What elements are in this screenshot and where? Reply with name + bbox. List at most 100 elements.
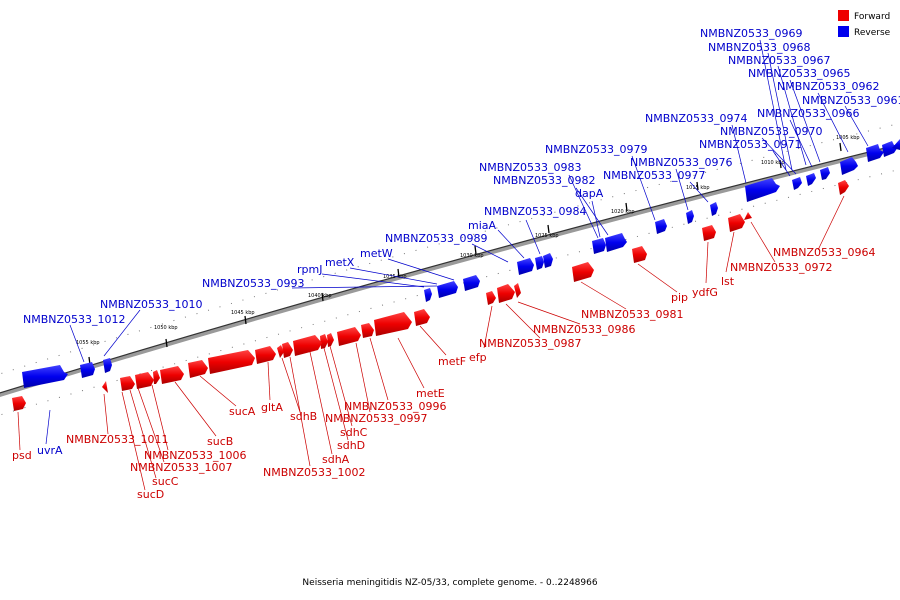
gene-reverse [820, 167, 830, 180]
gene-label: metW [360, 247, 393, 260]
gene-label: metF [438, 355, 466, 368]
forward-leaders [17, 195, 845, 491]
scale-tick [625, 202, 628, 212]
gene-forward [102, 381, 108, 393]
gene-reverse [80, 362, 95, 378]
gene-forward [414, 309, 430, 326]
gene-forward [632, 246, 647, 263]
gene-label: dapA [575, 187, 604, 200]
gene-label: psd [12, 449, 32, 462]
gene-reverse [437, 281, 458, 298]
gene-reverse [806, 173, 816, 186]
gene-reverse [840, 157, 858, 175]
gene-label: NMBNZ0533_0981 [581, 308, 684, 321]
gene-label: sdhB [290, 410, 317, 423]
gene-reverse [866, 144, 884, 162]
scale-label: 1020 kbp [611, 209, 635, 215]
gene-reverse [103, 358, 112, 373]
gene-label: NMBNZ0533_0966 [757, 107, 860, 120]
gene-reverse [535, 256, 544, 270]
gene-forward [361, 323, 374, 338]
gene-label: NMBNZ0533_0967 [728, 54, 831, 67]
gene-forward [120, 376, 135, 391]
gene-label: NMBNZ0533_1006 [144, 449, 247, 462]
gene-forward [838, 180, 849, 195]
gene-label: lst [721, 275, 735, 288]
scale-label: 1045 kbp [231, 310, 255, 316]
gene-forward [728, 214, 745, 232]
forward-genes [12, 180, 849, 411]
gene-reverse [882, 141, 898, 157]
gene-label: sucB [207, 435, 233, 448]
gene-forward [282, 342, 293, 358]
scale-label: 1055 kbp [76, 340, 100, 346]
gene-forward [514, 283, 521, 298]
gene-label: uvrA [37, 444, 63, 457]
scale-label: 1010 kbp [761, 160, 785, 166]
gene-reverse [710, 202, 718, 216]
gene-label: sucA [229, 405, 256, 418]
gene-reverse [605, 233, 627, 252]
scale-ticks: 1005 kbp 1010 kbp 1015 kbp 1020 kbp 1025… [76, 135, 860, 366]
scale-tick [397, 268, 400, 278]
gene-reverse [592, 238, 606, 254]
gene-reverse [517, 258, 534, 275]
gene-label: NMBNZ0533_0984 [484, 205, 587, 218]
gene-label: NMBNZ0533_0996 [344, 400, 447, 413]
gene-label: ydfG [692, 286, 718, 299]
gene-label: NMBNZ0533_0989 [385, 232, 488, 245]
gene-reverse [792, 177, 802, 190]
gene-label: NMBNZ0533_0983 [479, 161, 582, 174]
legend: Forward Reverse [838, 10, 891, 38]
gene-label: sdhD [337, 439, 365, 452]
gene-label: rpmJ [297, 263, 322, 276]
reverse-genes [22, 139, 900, 388]
gene-forward [160, 366, 184, 384]
gene-label: NMBNZ0533_1012 [23, 313, 126, 326]
gene-label: NMBNZ0533_0979 [545, 143, 648, 156]
gene-label: miaA [468, 219, 497, 232]
gene-label: NMBNZ0533_0964 [773, 246, 876, 259]
legend-reverse-swatch [838, 26, 849, 37]
gene-forward [135, 372, 154, 389]
gene-forward [255, 346, 276, 364]
gene-label: NMBNZ0533_0968 [708, 41, 811, 54]
gene-label: NMBNZ0533_0961 [802, 94, 900, 107]
gene-label: metE [416, 387, 445, 400]
scale-tick [547, 224, 550, 234]
gene-reverse [655, 219, 667, 234]
gene-label: NMBNZ0533_0974 [645, 112, 748, 125]
gene-label: NMBNZ0533_0972 [730, 261, 833, 274]
gene-forward [277, 345, 284, 358]
gene-reverse [892, 139, 900, 150]
gene-reverse [745, 178, 780, 202]
scale-tick [244, 315, 247, 325]
gene-label: NMBNZ0533_1010 [100, 298, 203, 311]
gene-label: metX [325, 256, 355, 269]
gene-forward [572, 262, 594, 282]
gene-forward [374, 312, 412, 336]
gene-label: NMBNZ0533_0976 [630, 156, 733, 169]
gene-forward [153, 370, 160, 384]
gene-label: NMBNZ0533_0986 [533, 323, 636, 336]
gene-reverse [686, 210, 694, 224]
gene-label: NMBNZ0533_0997 [325, 412, 428, 425]
reverse-leaders [45, 39, 869, 445]
scale-tick [839, 142, 842, 152]
gene-forward [293, 335, 322, 356]
scale-label: 1030 kbp [460, 253, 484, 259]
gene-label: sdhA [322, 453, 350, 466]
gene-label: NMBNZ0533_1007 [130, 461, 233, 474]
legend-forward-swatch [838, 10, 849, 21]
scale-tick [696, 181, 699, 191]
scale-tick [321, 292, 324, 302]
gene-reverse [463, 275, 480, 291]
gene-label: NMBNZ0533_0962 [777, 80, 880, 93]
scale-tick [165, 338, 168, 348]
scale-label: 1040 kbp [308, 293, 332, 299]
gene-label: sucC [152, 475, 179, 488]
gene-label: NMBNZ0533_1002 [263, 466, 366, 479]
gene-forward [320, 334, 328, 349]
gene-label: gltA [261, 401, 283, 414]
gene-forward [497, 284, 515, 303]
